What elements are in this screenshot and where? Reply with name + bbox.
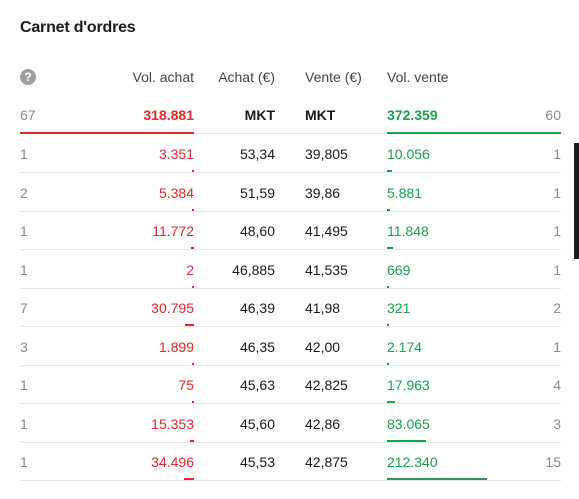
vol-buy: 3.351 <box>158 146 194 162</box>
vol-sell: 669 <box>387 261 411 278</box>
sell-volume-bar <box>387 247 393 249</box>
count-sell: 1 <box>553 146 561 162</box>
price-sell: 42,825 <box>305 377 348 393</box>
price-buy: 45,60 <box>239 415 275 432</box>
page-title: Carnet d'ordres <box>20 19 136 36</box>
vol-buy: 34.496 <box>151 454 194 470</box>
sell-volume-bar <box>387 478 487 480</box>
header-vol-sell: Vol. vente <box>387 69 449 85</box>
price-buy: 46,35 <box>239 338 275 355</box>
buy-volume-bar <box>192 362 194 365</box>
count-sell: 1 <box>553 261 561 278</box>
buy-volume-bar <box>185 324 194 326</box>
buy-volume-bar <box>192 208 194 211</box>
price-buy: 45,63 <box>239 377 275 393</box>
table-row[interactable]: 1 34.496 45,53 42,875 212.340 15 <box>20 442 561 481</box>
vol-sell: 83.065 <box>387 415 430 432</box>
help-icon[interactable]: ? <box>20 69 36 85</box>
vol-sell: 212.340 <box>387 454 438 470</box>
total-price-buy: MKT <box>244 107 275 123</box>
count-sell: 2 <box>553 300 561 316</box>
price-buy: 51,59 <box>239 184 275 201</box>
count-buy: 1 <box>20 454 28 470</box>
total-vol-sell: 372.359 <box>387 107 438 123</box>
sell-volume-bar <box>387 208 390 211</box>
header-buy-price: Achat (€) <box>218 69 275 85</box>
price-sell: 39,805 <box>305 146 348 162</box>
price-sell: 41,535 <box>305 261 348 278</box>
price-sell: 42,00 <box>305 338 341 355</box>
table-row[interactable]: 1 3.351 53,34 39,805 10.056 1 <box>20 134 561 173</box>
total-count-sell: 60 <box>545 107 561 123</box>
vol-sell: 11.848 <box>387 223 429 239</box>
vol-buy: 5.384 <box>158 184 194 201</box>
buy-volume-bar <box>184 478 194 480</box>
count-sell: 1 <box>553 338 561 355</box>
total-sell-underline <box>387 132 561 134</box>
count-buy: 1 <box>20 377 28 393</box>
price-sell: 41,495 <box>305 223 348 239</box>
price-sell: 39,86 <box>305 184 341 201</box>
scrollbar[interactable] <box>574 143 579 259</box>
table-row[interactable]: 3 1.899 46,35 42,00 2.174 1 <box>20 327 561 366</box>
price-buy: 45,53 <box>239 454 275 470</box>
table-row[interactable]: 1 11.772 48,60 41,495 11.848 1 <box>20 211 561 250</box>
buy-volume-bar <box>190 247 194 249</box>
vol-sell: 5.881 <box>387 184 423 201</box>
count-sell: 4 <box>553 377 561 393</box>
price-buy: 53,34 <box>239 146 275 162</box>
vol-buy: 75 <box>178 377 194 393</box>
vol-buy: 1.899 <box>158 338 194 355</box>
count-buy: 1 <box>20 223 28 239</box>
count-sell: 15 <box>545 454 561 470</box>
price-sell: 42,86 <box>305 415 341 432</box>
price-sell: 41,98 <box>305 300 341 316</box>
vol-sell: 10.056 <box>387 146 430 162</box>
price-buy: 46,885 <box>232 261 275 278</box>
table-row[interactable]: 1 2 46,885 41,535 669 1 <box>20 250 561 289</box>
sell-volume-bar <box>387 401 396 403</box>
count-sell: 1 <box>553 223 561 239</box>
table-row[interactable]: 2 5.384 51,59 39,86 5.881 1 <box>20 173 561 212</box>
count-buy: 2 <box>20 184 28 201</box>
price-buy: 48,60 <box>239 223 275 239</box>
sell-volume-bar <box>387 439 427 442</box>
price-buy: 46,39 <box>239 300 275 316</box>
count-buy: 1 <box>20 415 28 432</box>
total-row: 67 318.881 MKT MKT 372.359 60 <box>20 95 561 134</box>
header-vol-buy: Vol. achat <box>132 69 195 85</box>
buy-volume-bar <box>189 439 194 442</box>
total-buy-underline <box>20 132 194 134</box>
count-sell: 1 <box>553 184 561 201</box>
price-sell: 42,875 <box>305 454 348 470</box>
total-price-sell: MKT <box>305 107 336 123</box>
count-buy: 1 <box>20 261 28 278</box>
total-count-buy: 67 <box>20 107 36 123</box>
buy-volume-bar <box>192 170 194 172</box>
vol-buy: 2 <box>186 261 194 278</box>
count-buy: 3 <box>20 338 28 355</box>
sell-volume-bar <box>387 362 389 365</box>
vol-buy: 30.795 <box>151 300 194 316</box>
sell-volume-bar <box>387 170 392 172</box>
header-sell-price: Vente (€) <box>305 69 362 85</box>
sell-volume-bar <box>387 285 389 288</box>
count-sell: 3 <box>553 415 561 432</box>
vol-sell: 2.174 <box>387 338 423 355</box>
vol-buy: 15.353 <box>151 415 194 432</box>
buy-volume-bar <box>192 285 194 288</box>
vol-sell: 17.963 <box>387 377 430 393</box>
table-row[interactable]: 7 30.795 46,39 41,98 321 2 <box>20 288 561 327</box>
count-buy: 7 <box>20 300 28 316</box>
vol-buy: 11.772 <box>152 223 194 239</box>
count-buy: 1 <box>20 146 28 162</box>
vol-sell: 321 <box>387 300 411 316</box>
total-vol-buy: 318.881 <box>143 107 194 123</box>
buy-volume-bar <box>192 401 194 403</box>
table-row[interactable]: 1 15.353 45,60 42,86 83.065 3 <box>20 404 561 443</box>
sell-volume-bar <box>387 324 389 326</box>
table-row[interactable]: 1 75 45,63 42,825 17.963 4 <box>20 365 561 404</box>
